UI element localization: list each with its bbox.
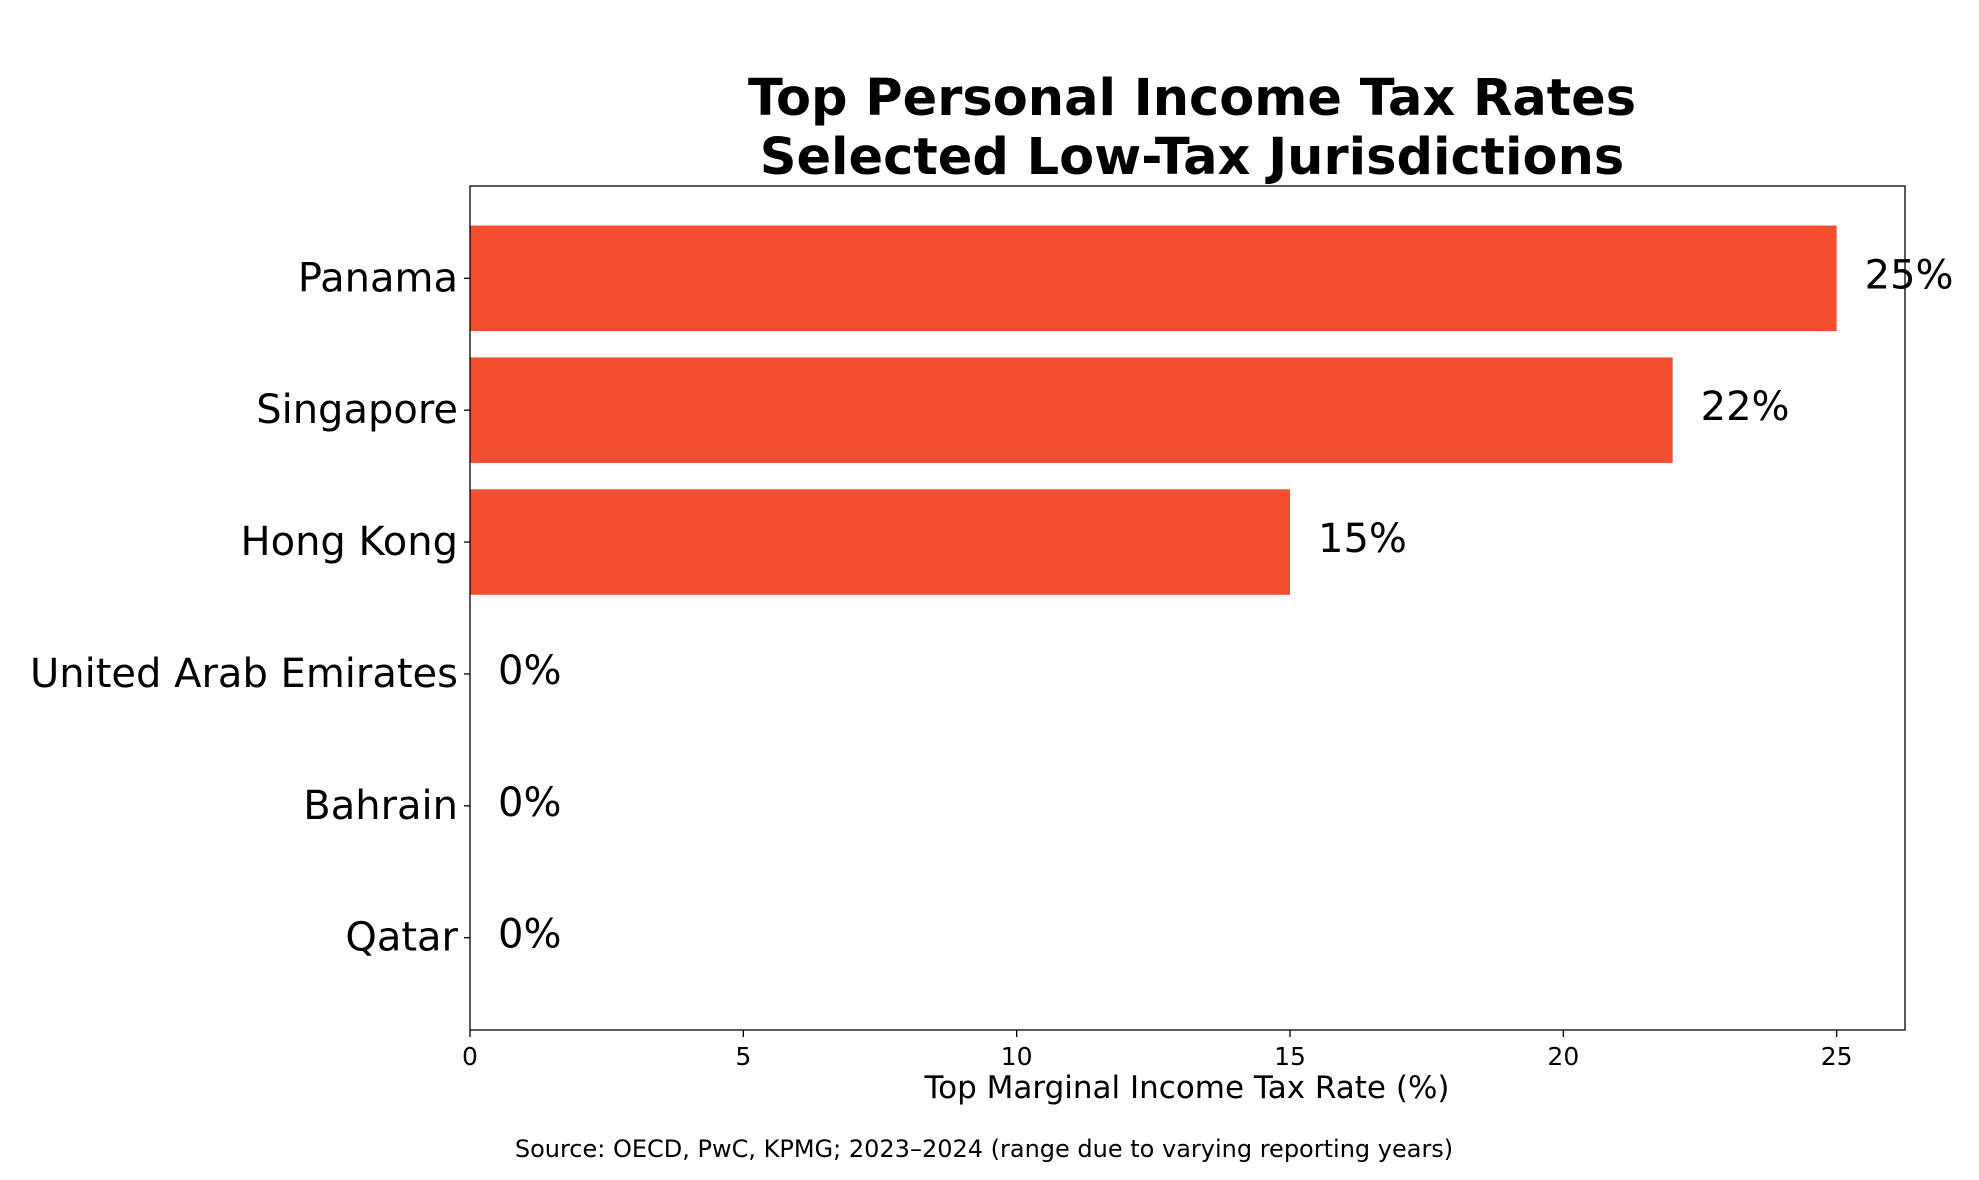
x-tick-label: 10 xyxy=(1001,1042,1033,1071)
y-tick-label: Panama xyxy=(298,255,458,301)
data-label: 0% xyxy=(498,912,561,958)
source-note: Source: OECD, PwC, KPMG; 2023–2024 (rang… xyxy=(515,1135,1453,1163)
x-tick-label: 25 xyxy=(1821,1042,1853,1071)
y-tick-label: Singapore xyxy=(256,387,458,433)
bar-singapore xyxy=(470,357,1673,463)
data-label: 0% xyxy=(498,780,561,826)
bar-hong-kong xyxy=(470,489,1290,595)
data-label: 0% xyxy=(498,648,561,694)
bar-panama xyxy=(470,225,1837,332)
data-label: 25% xyxy=(1865,252,1954,298)
x-tick-label: 20 xyxy=(1547,1042,1579,1071)
x-tick-label: 15 xyxy=(1274,1042,1306,1071)
y-tick-label: Hong Kong xyxy=(241,519,458,565)
x-tick-label: 5 xyxy=(735,1042,751,1071)
y-tick-label: Bahrain xyxy=(303,783,458,829)
plot-frame xyxy=(469,185,1906,1031)
chart-title-line-1: Top Personal Income Tax Rates xyxy=(748,69,1636,128)
data-label: 15% xyxy=(1318,516,1407,562)
y-tick-label: Qatar xyxy=(345,915,458,961)
data-label: 22% xyxy=(1701,384,1790,430)
chart-title-line-2: Selected Low-Tax Jurisdictions xyxy=(760,128,1625,187)
y-tick-label: United Arab Emirates xyxy=(30,651,458,697)
x-axis-label: Top Marginal Income Tax Rate (%) xyxy=(923,1070,1449,1106)
x-tick-label: 0 xyxy=(462,1042,478,1071)
